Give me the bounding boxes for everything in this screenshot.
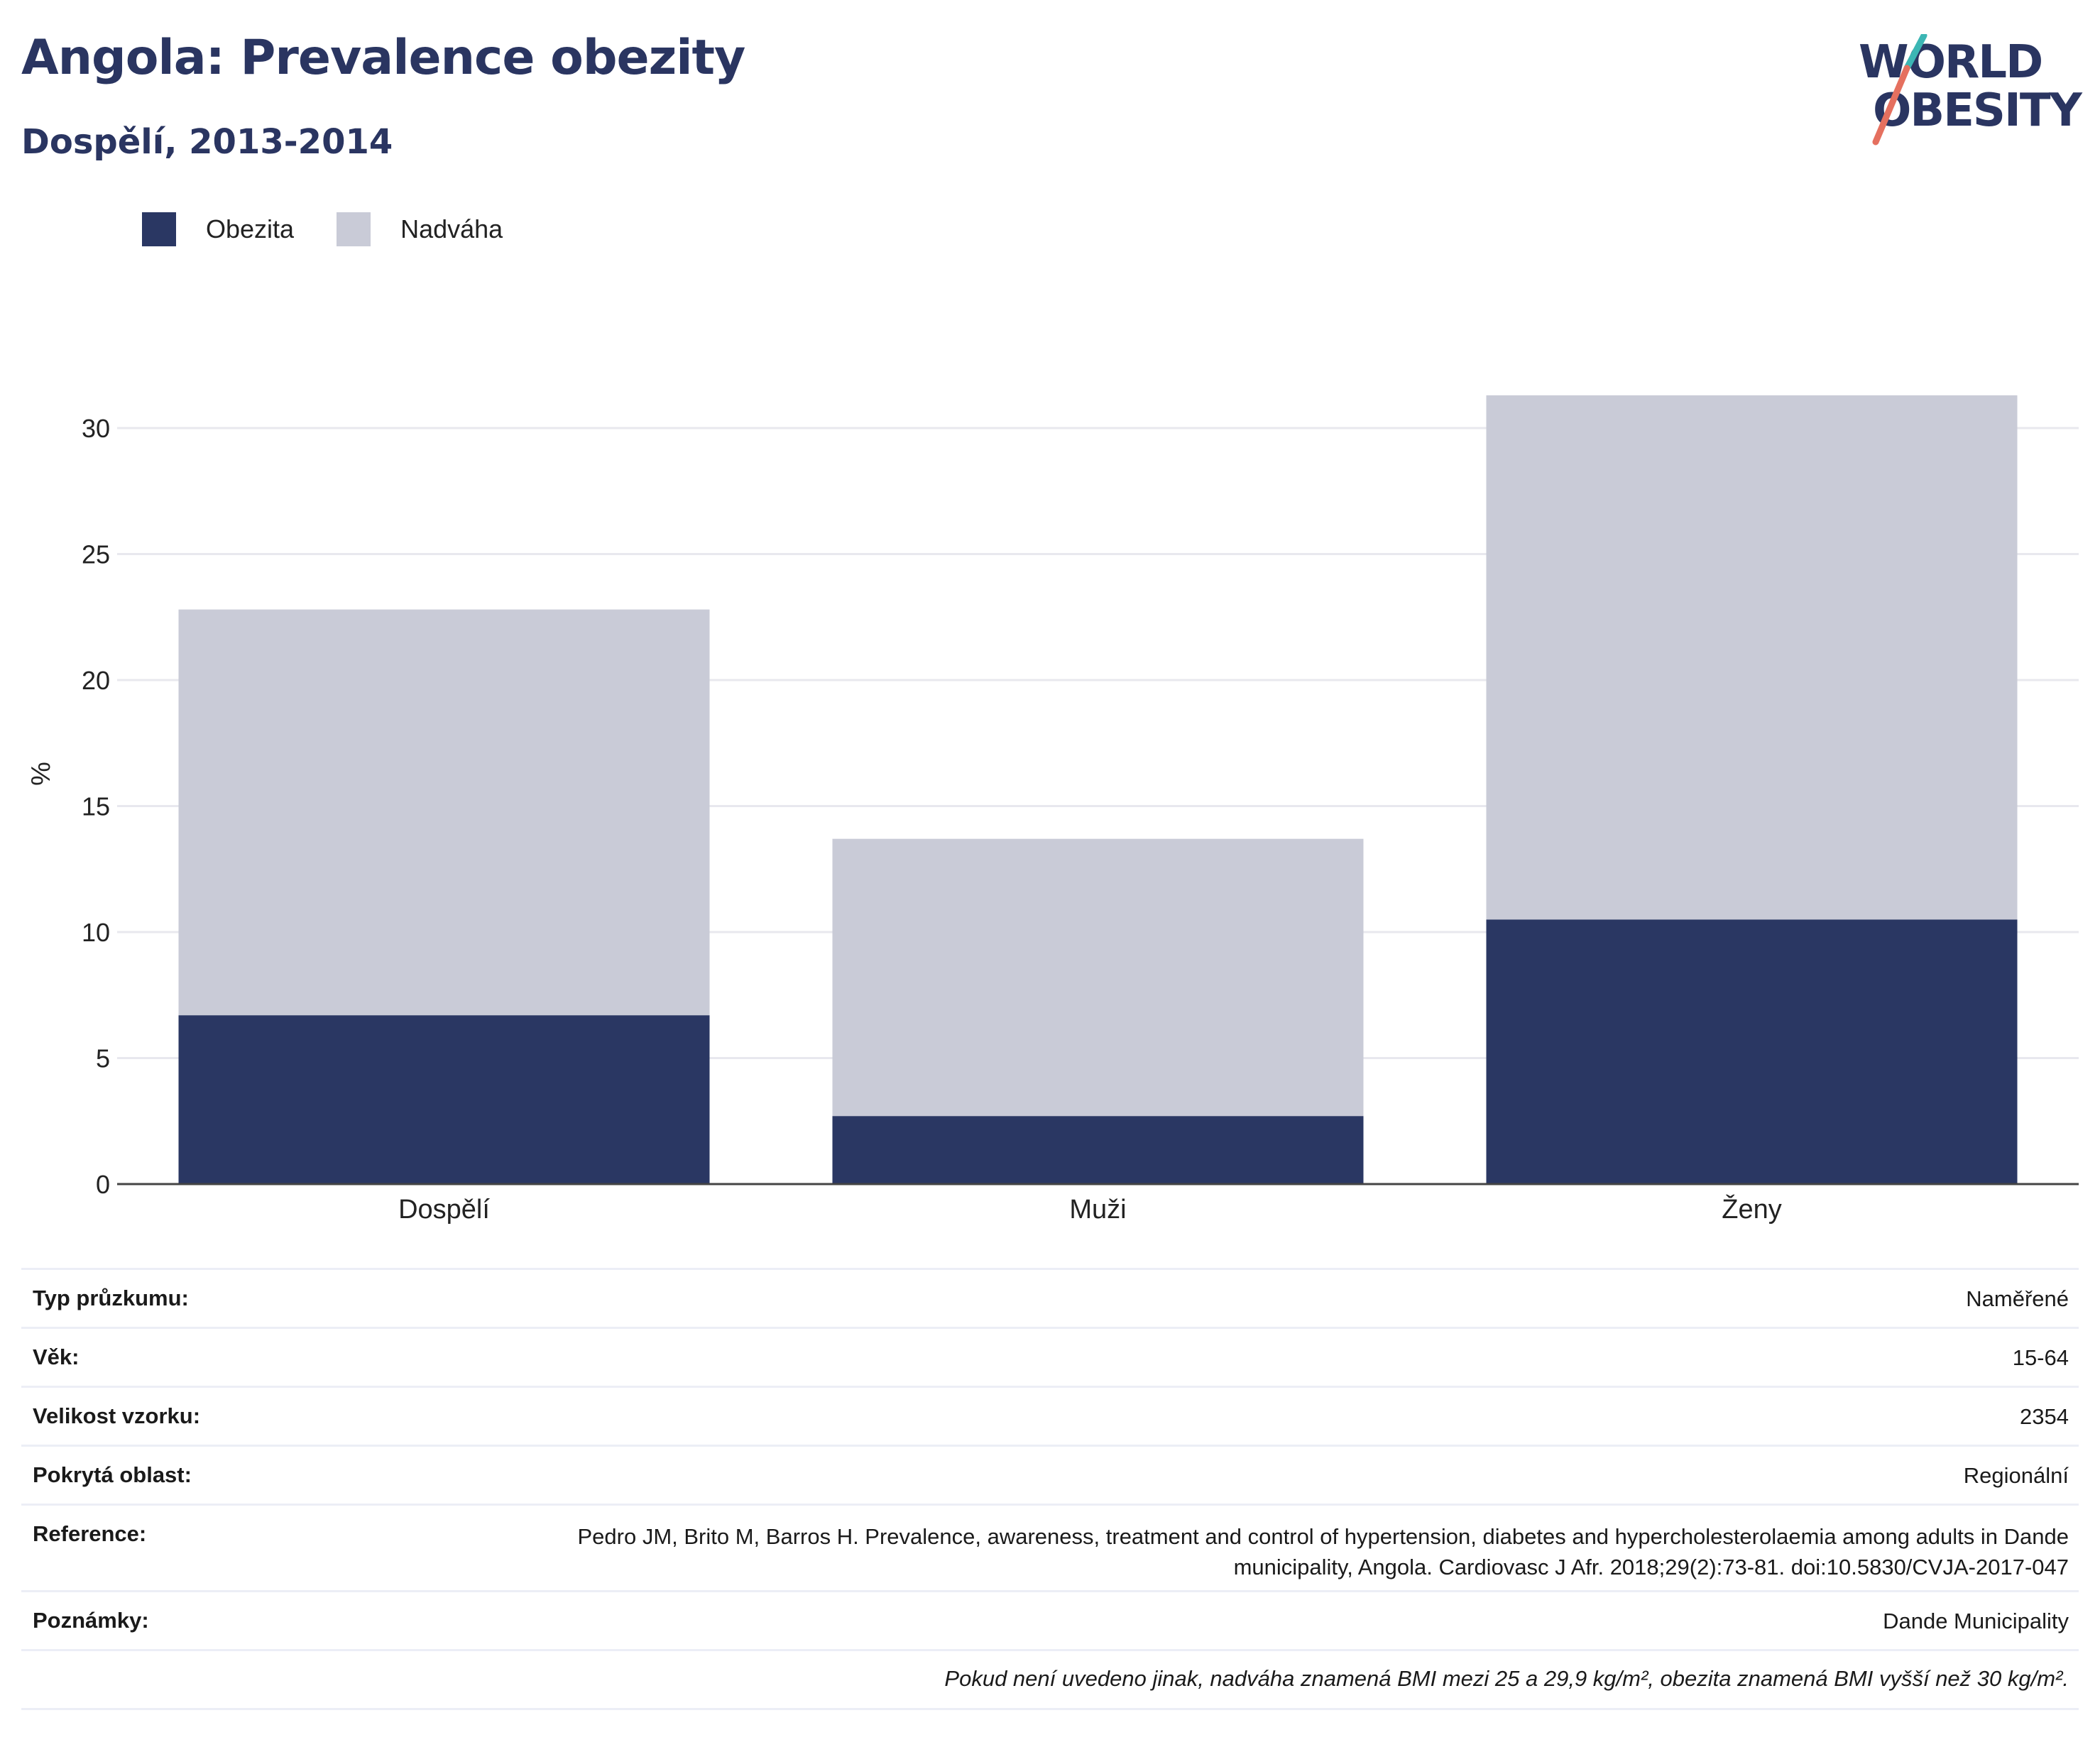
x-tick-label: Muži — [1069, 1195, 1126, 1225]
info-row-coverage: Pokrytá oblast: Regionální — [21, 1445, 2079, 1504]
y-tick-label: 0 — [96, 1170, 110, 1199]
info-key: Typ průzkumu: — [33, 1286, 189, 1310]
info-row-survey-type: Typ průzkumu: Naměřené — [21, 1268, 2079, 1327]
legend-swatch-nadvaha — [337, 212, 371, 246]
bar-obezita-1 — [832, 1116, 1364, 1184]
info-key: Pokrytá oblast: — [33, 1462, 192, 1487]
y-tick-label: 20 — [82, 666, 110, 695]
info-row-reference: Reference: Pedro JM, Brito M, Barros H. … — [21, 1504, 2079, 1590]
legend: Obezita Nadváha — [142, 212, 545, 247]
y-tick-label: 15 — [82, 792, 110, 821]
info-key: Věk: — [33, 1345, 80, 1369]
logo-line-2: OBESITY — [1873, 84, 2082, 137]
footnote: Pokud není uvedeno jinak, nadváha znamen… — [21, 1649, 2079, 1710]
info-value: Regionální — [1963, 1462, 2069, 1488]
legend-swatch-obezita — [142, 212, 176, 246]
y-tick-label: 25 — [82, 540, 110, 569]
chart-title: Angola: Prevalence obezity — [21, 30, 745, 86]
bar-nadváha-0 — [178, 609, 710, 1016]
y-tick-label: 10 — [82, 918, 110, 947]
x-tick-label: Dospělí — [398, 1195, 490, 1225]
bar-nadváha-2 — [1486, 395, 2018, 920]
bar-nadváha-1 — [832, 838, 1364, 1117]
info-row-notes: Poznámky: Dande Municipality — [21, 1590, 2079, 1649]
info-value: 15-64 — [2012, 1345, 2069, 1370]
legend-label-nadvaha: Nadváha — [400, 214, 503, 243]
legend-label-obezita: Obezita — [206, 214, 295, 243]
bar-obezita-2 — [1486, 919, 2018, 1184]
y-tick-label: 5 — [96, 1044, 110, 1073]
info-row-age: Věk: 15-64 — [21, 1327, 2079, 1386]
y-axis-label: % — [26, 762, 56, 786]
info-value: Dande Municipality — [1883, 1608, 2069, 1633]
bar-chart: 0 5 10 15 20 25 30% Dospělí Muži Ženy — [26, 395, 2079, 1225]
y-tick-label: 30 — [82, 414, 110, 443]
info-key: Poznámky: — [33, 1608, 149, 1633]
info-table: Typ průzkumu: Naměřené Věk: 15-64 Veliko… — [21, 1268, 2079, 1710]
x-tick-label: Ženy — [1722, 1194, 1781, 1225]
logo-slash-icon — [1872, 34, 1927, 146]
world-obesity-logo: WORLD OBESITY — [1839, 34, 2082, 155]
legend-item-nadvaha: Nadváha — [337, 212, 503, 246]
info-row-sample-size: Velikost vzorku: 2354 — [21, 1386, 2079, 1445]
info-value: 2354 — [2020, 1403, 2069, 1429]
info-key: Velikost vzorku: — [33, 1403, 201, 1428]
info-key: Reference: — [33, 1521, 147, 1546]
bar-obezita-0 — [178, 1015, 710, 1184]
logo-line-1: WORLD — [1859, 36, 2043, 89]
chart-subtitle: Dospělí, 2013-2014 — [21, 122, 393, 162]
info-value: Naměřené — [1966, 1286, 2069, 1311]
legend-item-obezita: Obezita — [142, 212, 294, 246]
info-value: Pedro JM, Brito M, Barros H. Prevalence,… — [577, 1524, 2069, 1579]
